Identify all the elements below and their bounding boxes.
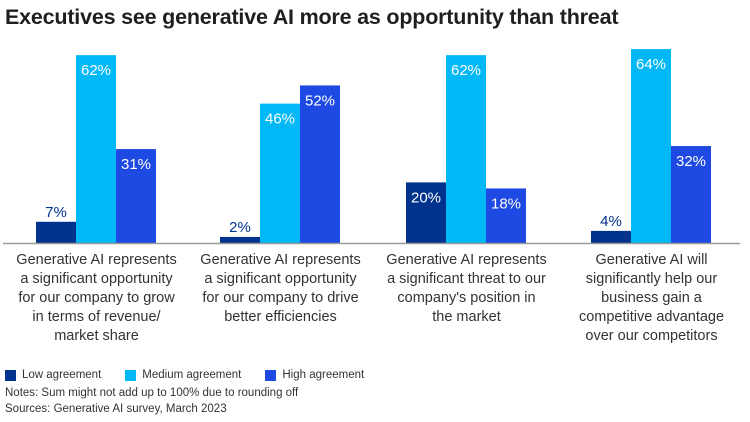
legend-label: High agreement — [282, 369, 365, 381]
legend-item: Low agreement — [5, 369, 101, 381]
data-label: 32% — [676, 153, 706, 170]
category-label: Generative AI will significantly help ou… — [578, 252, 725, 344]
data-label: 2% — [229, 219, 251, 236]
bar-high-agreement — [116, 149, 156, 243]
notes: Notes: Sum might not add up to 100% due … — [5, 387, 299, 399]
data-label: 4% — [600, 213, 622, 230]
legend: Low agreement Medium agreement High agreem… — [5, 369, 364, 381]
bar-medium-agreement — [76, 55, 116, 243]
bar-high-agreement — [300, 85, 340, 243]
bar-low-agreement — [406, 182, 446, 243]
sources: Sources: Generative AI survey, March 202… — [5, 403, 227, 415]
data-label: 31% — [121, 156, 151, 173]
legend-item: Medium agreement — [125, 369, 241, 381]
legend-item: High agreement — [265, 369, 364, 381]
chart-title: Executives see generative AI more as opp… — [5, 5, 619, 29]
bar-high-agreement — [486, 188, 526, 243]
bar-low-agreement — [591, 230, 631, 243]
bar-high-agreement — [671, 146, 711, 243]
data-label: 64% — [636, 56, 666, 73]
data-label: 46% — [265, 111, 295, 128]
bar-medium-agreement — [260, 103, 300, 244]
data-label: 62% — [81, 62, 111, 79]
data-label: 52% — [305, 92, 335, 109]
data-label: 62% — [451, 62, 481, 79]
category-label: Generative AI represents a significant t… — [386, 252, 547, 325]
legend-swatch — [5, 369, 16, 381]
bar-medium-agreement — [446, 55, 486, 243]
legend-swatch — [265, 369, 277, 381]
bar-medium-agreement — [631, 49, 671, 243]
data-label: 7% — [45, 204, 67, 221]
data-label: 18% — [491, 195, 521, 212]
data-label: 20% — [411, 189, 441, 206]
bar-low-agreement — [220, 236, 260, 243]
bar-low-agreement — [36, 221, 76, 243]
legend-label: Medium agreement — [142, 369, 242, 381]
category-label: Generative AI represents a significant o… — [16, 252, 177, 344]
legend-label: Low agreement — [22, 369, 102, 381]
category-label: Generative AI represents a significant o… — [200, 252, 361, 325]
legend-swatch — [125, 369, 137, 381]
